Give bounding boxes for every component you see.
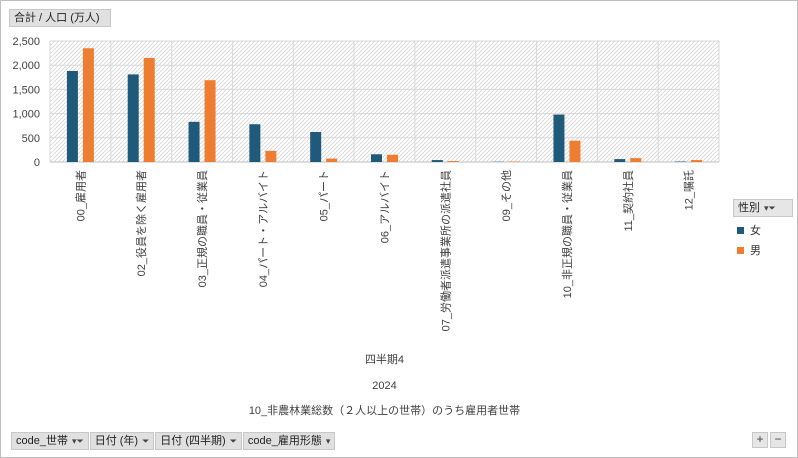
axis-field-button[interactable]: 日付 (四半期) ⏷: [155, 432, 242, 450]
filter-icon[interactable]: ⏷: [142, 436, 150, 446]
axis-field-buttons: code_世帯 ▾⏷ 日付 (年) ⏷ 日付 (四半期) ⏷ code_雇用形態 ▾: [11, 431, 336, 450]
bar: [188, 121, 200, 162]
bar: [249, 124, 261, 162]
bar: [431, 160, 443, 162]
zoom-controls: + −: [752, 432, 786, 448]
bar: [265, 150, 277, 162]
axis-field-label: code_雇用形態: [247, 435, 322, 447]
x-tick-label: 03_正規の職員・従業員: [195, 170, 209, 287]
plot-area: [50, 41, 719, 162]
y-tick-label: 1,000: [12, 109, 40, 121]
bar: [553, 114, 565, 162]
collapse-button[interactable]: −: [770, 432, 786, 448]
group-label: 2024: [372, 380, 396, 392]
x-tick-label: 12_嘱託: [682, 170, 696, 210]
x-tick-label: 11_契約社員: [621, 170, 635, 232]
y-tick-label: 2,000: [12, 60, 40, 72]
x-tick-label: 09_その他: [500, 170, 513, 221]
filter-icon[interactable]: ⏷: [229, 436, 237, 446]
bar: [447, 161, 459, 162]
bar: [387, 154, 398, 162]
legend-label: 女: [750, 225, 761, 237]
x-tick-label: 05_パート: [318, 170, 331, 221]
bar: [691, 160, 703, 162]
filter-icon[interactable]: ▾⏷: [764, 203, 776, 213]
legend: 女 男: [737, 220, 761, 260]
expand-button[interactable]: +: [752, 432, 768, 448]
axis-field-button[interactable]: code_世帯 ▾⏷: [11, 432, 89, 450]
bar: [82, 48, 94, 163]
legend-title: 性別: [738, 202, 760, 214]
x-tick-label: 00_雇用者: [73, 170, 87, 221]
legend-field-button[interactable]: 性別 ▾⏷: [733, 199, 793, 217]
bar: [310, 131, 322, 162]
legend-swatch: [737, 246, 744, 254]
bar: [143, 57, 155, 162]
axis-field-button[interactable]: code_雇用形態 ▾: [242, 432, 336, 450]
legend-swatch: [737, 226, 744, 234]
bar: [204, 80, 216, 162]
y-tick-label: 0: [34, 157, 40, 169]
bar: [371, 154, 382, 162]
chevron-down-icon[interactable]: ▾: [325, 436, 331, 446]
bar: [127, 74, 139, 162]
y-tick-label: 1,500: [12, 84, 40, 96]
value-field-label: 合計 / 人口 (万人): [14, 12, 100, 24]
axis-field-button[interactable]: 日付 (年) ⏷: [89, 432, 155, 450]
x-tick-label: 02_役員を除く雇用者: [134, 170, 148, 276]
bar: [66, 71, 78, 162]
bar: [614, 159, 626, 162]
x-tick-label: 04_パート・アルバイト: [257, 170, 270, 287]
axis-field-label: 日付 (年): [94, 435, 139, 447]
bar: [326, 158, 338, 162]
x-tick-label: 06_アルバイト: [379, 170, 392, 243]
y-tick-label: 500: [22, 133, 40, 145]
group-label: 四半期4: [365, 352, 404, 366]
legend-item: 女: [737, 220, 761, 240]
filter-icon[interactable]: ▾⏷: [71, 436, 84, 446]
value-field-button[interactable]: 合計 / 人口 (万人): [9, 9, 111, 27]
legend-item: 男: [737, 240, 761, 260]
legend-label: 男: [750, 245, 761, 257]
y-tick-label: 2,500: [12, 36, 40, 48]
x-tick-label: 07_労働者派遣事業所の派遣社員: [438, 170, 452, 331]
axis-field-label: code_世帯: [16, 435, 68, 447]
bar: [630, 158, 642, 162]
bar: [569, 140, 581, 162]
x-tick-label: 10_非正規の職員・従業員: [560, 170, 574, 298]
axis-field-label: 日付 (四半期): [160, 435, 226, 447]
group-label: 10_非農林業総数（２人以上の世帯）のうち雇用者世帯: [249, 403, 520, 417]
